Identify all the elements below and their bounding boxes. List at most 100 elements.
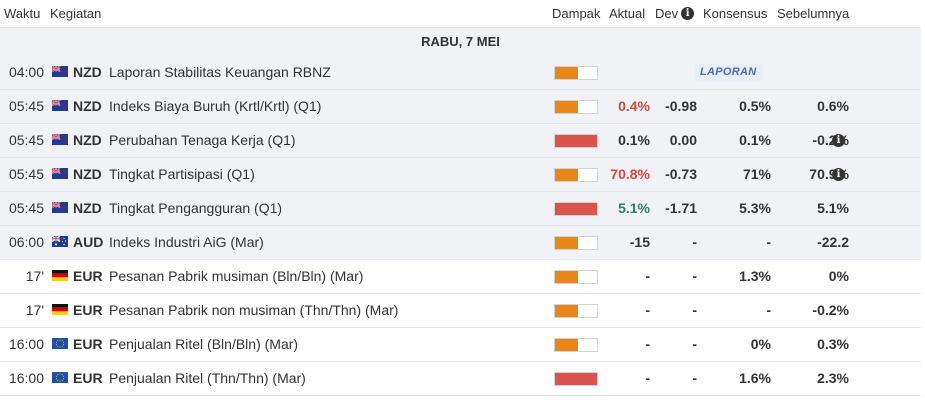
event-previous: -22.2	[817, 234, 849, 250]
impact-fill	[555, 305, 579, 317]
event-list: 04:00 NZD Laporan Stabilitas Keuangan RBNZ…	[0, 56, 921, 396]
col-header-event[interactable]: Kegiatan	[50, 6, 102, 21]
event-name[interactable]: Pesanan Pabrik non musiman (Thn/Thn) (Ma…	[109, 302, 399, 318]
impact-fill	[555, 135, 597, 147]
date-group-header: RABU, 7 MEI	[0, 27, 921, 57]
info-icon[interactable]: i	[832, 168, 845, 181]
event-currency: NZD	[73, 64, 102, 80]
event-row[interactable]: 05:45 NZD Indeks Biaya Buruh (Krtl/Krtl) (…	[0, 90, 921, 124]
event-dev: -	[692, 336, 697, 352]
event-consensus: 71%	[742, 166, 771, 182]
event-time: 17'	[25, 268, 44, 284]
event-time: 05:45	[8, 98, 44, 114]
report-badge[interactable]: LAPORAN	[694, 64, 763, 81]
col-header-time[interactable]: Waktu	[4, 6, 41, 21]
event-consensus: 0.5%	[739, 98, 771, 114]
event-actual: -15	[629, 234, 650, 250]
event-dev: -	[692, 302, 697, 318]
impact-bar	[554, 372, 598, 386]
col-header-previous[interactable]: Sebelumnya	[777, 6, 850, 21]
col-header-dev[interactable]: Dev i	[655, 6, 695, 21]
event-currency: NZD	[73, 132, 102, 148]
eu-flag-icon	[52, 338, 68, 349]
event-row[interactable]: 05:45 NZD Tingkat Partisipasi (Q1) 70.8% -0.…	[0, 158, 921, 192]
col-header-consensus[interactable]: Konsensus	[703, 6, 768, 21]
event-dev: -0.73	[665, 166, 697, 182]
col-header-dev-label: Dev	[655, 6, 679, 21]
event-currency: EUR	[73, 268, 103, 284]
event-name[interactable]: Tingkat Pengangguran (Q1)	[109, 200, 283, 216]
event-row[interactable]: 06:00 AUD Indeks Industri AiG (Mar) -15 - - -2…	[0, 226, 921, 260]
event-dev: -	[692, 370, 697, 386]
impact-bar	[554, 100, 598, 114]
event-time: 05:45	[8, 166, 44, 182]
event-actual: 0.4%	[618, 98, 650, 114]
table-header: Waktu Kegiatan Dampak Aktual Dev i Konse…	[0, 0, 925, 27]
impact-bar	[554, 236, 598, 250]
event-row[interactable]: 05:45 NZD Perubahan Tenaga Kerja (Q1) 0.1% 0…	[0, 124, 921, 158]
event-dev: -1.71	[665, 200, 697, 216]
impact-bar	[554, 270, 598, 284]
event-currency: EUR	[73, 302, 103, 318]
event-actual: 70.8%	[610, 166, 650, 182]
impact-bar	[554, 134, 598, 148]
event-currency: NZD	[73, 98, 102, 114]
event-time: 17'	[25, 302, 44, 318]
event-time: 04:00	[8, 64, 44, 80]
impact-fill	[555, 67, 579, 79]
event-previous: 2.3%	[817, 370, 849, 386]
de-flag-icon	[52, 304, 68, 315]
event-name[interactable]: Pesanan Pabrik musiman (Bln/Bln) (Mar)	[109, 268, 364, 284]
event-consensus: 5.3%	[739, 200, 771, 216]
impact-fill	[555, 271, 579, 283]
event-previous: 0.6%	[817, 98, 849, 114]
event-row[interactable]: 05:45 NZD Tingkat Pengangguran (Q1) 5.1% -1.…	[0, 192, 921, 226]
event-name[interactable]: Laporan Stabilitas Keuangan RBNZ	[109, 64, 331, 80]
event-actual: -	[645, 268, 650, 284]
event-consensus: -	[766, 302, 771, 318]
event-actual: 5.1%	[618, 200, 650, 216]
event-actual: -	[645, 336, 650, 352]
col-header-impact[interactable]: Dampak	[552, 6, 601, 21]
event-currency: AUD	[73, 234, 104, 250]
event-row[interactable]: 17' EUR Pesanan Pabrik non musiman (Thn/Th…	[0, 294, 921, 328]
event-dev: 0.00	[669, 132, 697, 148]
impact-bar	[554, 338, 598, 352]
event-name[interactable]: Tingkat Partisipasi (Q1)	[109, 166, 255, 182]
info-icon[interactable]: i	[681, 7, 695, 20]
nz-flag-icon	[52, 100, 68, 111]
impact-bar	[554, 66, 598, 80]
event-currency: NZD	[73, 200, 102, 216]
impact-fill	[555, 203, 597, 215]
event-time: 16:00	[8, 336, 44, 352]
event-name[interactable]: Indeks Industri AiG (Mar)	[109, 234, 264, 250]
event-previous: 0.3%	[817, 336, 849, 352]
event-name[interactable]: Perubahan Tenaga Kerja (Q1)	[109, 132, 296, 148]
impact-fill	[555, 101, 579, 113]
info-icon[interactable]: i	[832, 134, 845, 147]
event-currency: EUR	[73, 370, 103, 386]
event-previous: 5.1%	[817, 200, 849, 216]
event-dev: -0.98	[665, 98, 697, 114]
event-row[interactable]: 16:00 EUR Penjualan Ritel (Bln/Bln) (Mar) -…	[0, 328, 921, 362]
event-actual: 0.1%	[618, 132, 650, 148]
event-name[interactable]: Indeks Biaya Buruh (Krtl/Krtl) (Q1)	[109, 98, 322, 114]
event-time: 05:45	[8, 200, 44, 216]
event-actual: -	[645, 370, 650, 386]
impact-fill	[555, 339, 579, 351]
impact-fill	[555, 373, 597, 385]
event-name[interactable]: Penjualan Ritel (Bln/Bln) (Mar)	[109, 336, 299, 352]
event-actual: -	[645, 302, 650, 318]
event-dev: -	[692, 234, 697, 250]
event-row[interactable]: 04:00 NZD Laporan Stabilitas Keuangan RBNZ…	[0, 56, 921, 90]
event-name[interactable]: Penjualan Ritel (Thn/Thn) (Mar)	[109, 370, 306, 386]
col-header-actual[interactable]: Aktual	[609, 6, 646, 21]
event-currency: EUR	[73, 336, 103, 352]
au-flag-icon	[52, 236, 68, 247]
event-consensus: -	[766, 234, 771, 250]
impact-fill	[555, 169, 579, 181]
event-row[interactable]: 17' EUR Pesanan Pabrik musiman (Bln/Bln) (…	[0, 260, 921, 294]
event-row[interactable]: 16:00 EUR Penjualan Ritel (Thn/Thn) (Mar) -…	[0, 362, 921, 396]
impact-fill	[555, 237, 579, 249]
